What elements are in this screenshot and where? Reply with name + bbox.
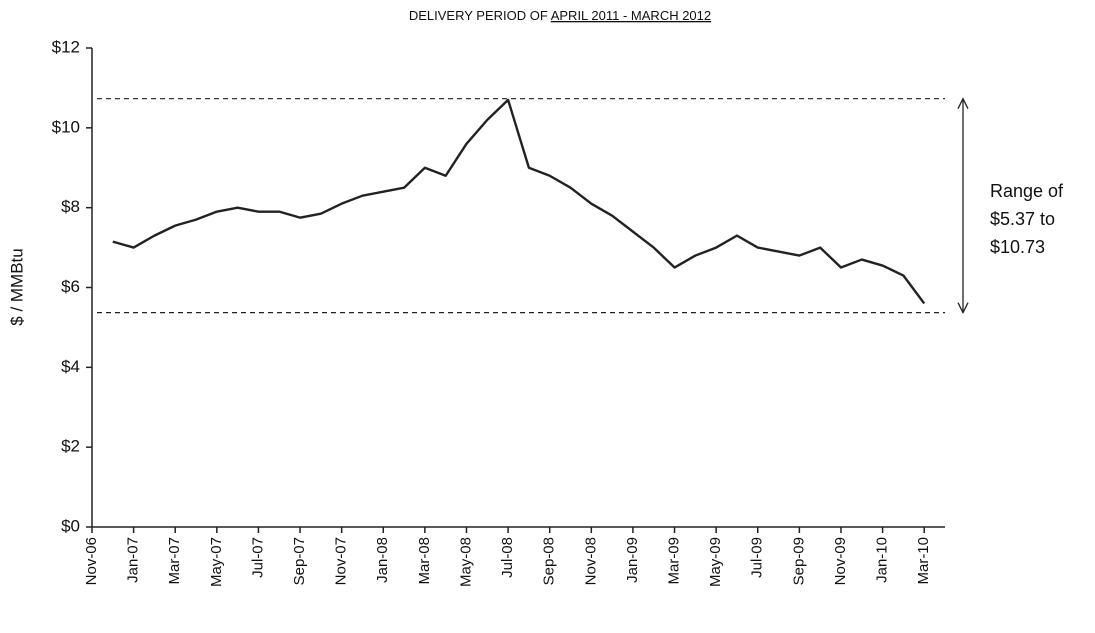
x-tick-label: Nov-07 xyxy=(333,537,350,585)
y-tick-label: $12 xyxy=(52,37,80,56)
annotation: Range of xyxy=(990,181,1064,201)
y-axis-label: $ / MMBtu xyxy=(7,248,26,325)
x-tick-label: Mar-10 xyxy=(915,537,932,585)
y-tick-label: $2 xyxy=(61,437,80,456)
title-main: DELIVERY PERIOD OF xyxy=(409,8,548,23)
x-tick-label: Jan-08 xyxy=(374,537,391,583)
x-tick-label: Jan-10 xyxy=(874,537,891,583)
x-tick-label: Jul-08 xyxy=(499,537,516,578)
y-tick-label: $6 xyxy=(61,277,80,296)
annotation: $10.73 xyxy=(990,237,1045,257)
x-tick-label: Jan-09 xyxy=(624,537,641,583)
x-tick-label: Nov-08 xyxy=(582,537,599,585)
x-tick-label: Sep-07 xyxy=(291,537,308,585)
chart-title: DELIVERY PERIOD OF APRIL 2011 - MARCH 20… xyxy=(409,8,711,23)
x-tick-label: Nov-09 xyxy=(832,537,849,585)
y-tick-label: $0 xyxy=(61,516,80,535)
x-tick-label: Mar-07 xyxy=(166,537,183,585)
x-tick-label: May-08 xyxy=(457,537,474,587)
x-tick-label: Mar-08 xyxy=(416,537,433,585)
annotation: $5.37 to xyxy=(990,209,1055,229)
x-tick-label: Jul-07 xyxy=(249,537,266,578)
y-tick-label: $4 xyxy=(61,357,80,376)
x-tick-label: Mar-09 xyxy=(666,537,683,585)
x-tick-label: Sep-09 xyxy=(790,537,807,585)
x-tick-label: Jul-09 xyxy=(749,537,766,578)
price-line xyxy=(112,98,926,305)
x-tick-label: Sep-08 xyxy=(541,537,558,585)
x-tick-label: Nov-06 xyxy=(83,537,100,585)
y-tick-label: $10 xyxy=(52,117,80,136)
x-tick-label: May-09 xyxy=(707,537,724,587)
x-tick-label: May-07 xyxy=(208,537,225,587)
y-tick-label: $8 xyxy=(61,197,80,216)
x-tick-label: Jan-07 xyxy=(125,537,142,583)
title-emphasis: APRIL 2011 - MARCH 2012 xyxy=(551,8,711,23)
